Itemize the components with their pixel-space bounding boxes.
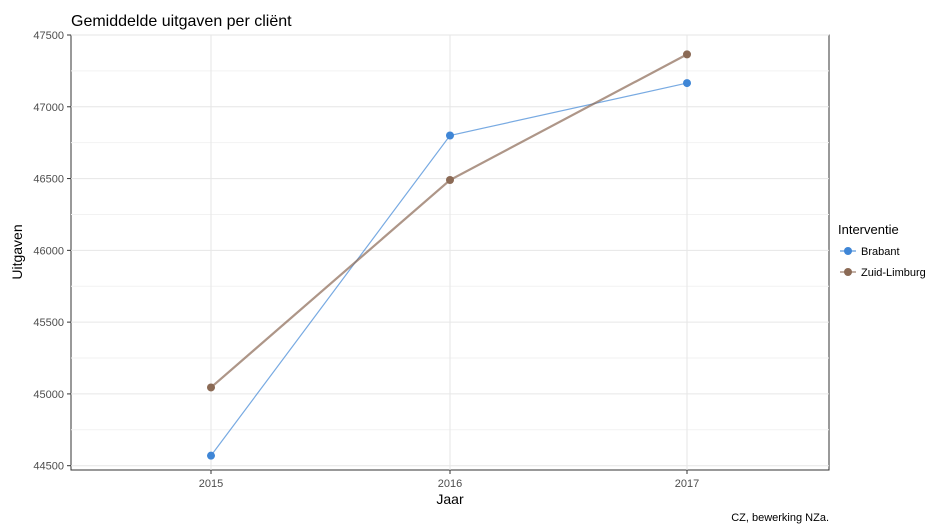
y-tick-label: 44500 xyxy=(33,461,64,473)
y-axis-ticks: 44500 45000 45500 46000 46500 47000 47500 xyxy=(33,30,71,473)
caption: CZ, bewerking NZa. xyxy=(731,512,829,524)
legend-label: Brabant xyxy=(861,246,900,258)
y-tick-label: 45000 xyxy=(33,389,64,401)
data-point-brabant-2017 xyxy=(683,79,691,88)
x-tick-label: 2017 xyxy=(675,478,699,490)
y-tick-label: 47000 xyxy=(33,102,64,114)
legend-title: Interventie xyxy=(838,222,899,237)
legend-key-point xyxy=(844,247,852,255)
legend: Brabant Zuid-Limburg xyxy=(840,246,926,279)
x-axis-ticks: 2015 2016 2017 xyxy=(199,470,699,490)
chart-title: Gemiddelde uitgaven per cliënt xyxy=(71,13,292,30)
data-point-brabant-2015 xyxy=(207,451,215,460)
x-tick-label: 2015 xyxy=(199,478,223,490)
legend-label: Zuid-Limburg xyxy=(861,267,926,279)
y-tick-label: 47500 xyxy=(33,30,64,42)
legend-key-point xyxy=(844,268,852,276)
grid-lines xyxy=(71,34,829,470)
y-tick-label: 46000 xyxy=(33,245,64,257)
y-axis-title: Uitgaven xyxy=(9,224,25,279)
x-tick-label: 2016 xyxy=(438,478,462,490)
y-tick-label: 45500 xyxy=(33,317,64,329)
y-tick-label: 46500 xyxy=(33,174,64,186)
series-group xyxy=(207,50,691,460)
data-point-zuid-limburg-2017 xyxy=(683,50,691,59)
data-point-zuid-limburg-2015 xyxy=(207,383,215,392)
data-point-brabant-2016 xyxy=(446,131,454,140)
x-axis-title: Jaar xyxy=(436,491,464,507)
data-point-zuid-limburg-2016 xyxy=(446,176,454,184)
